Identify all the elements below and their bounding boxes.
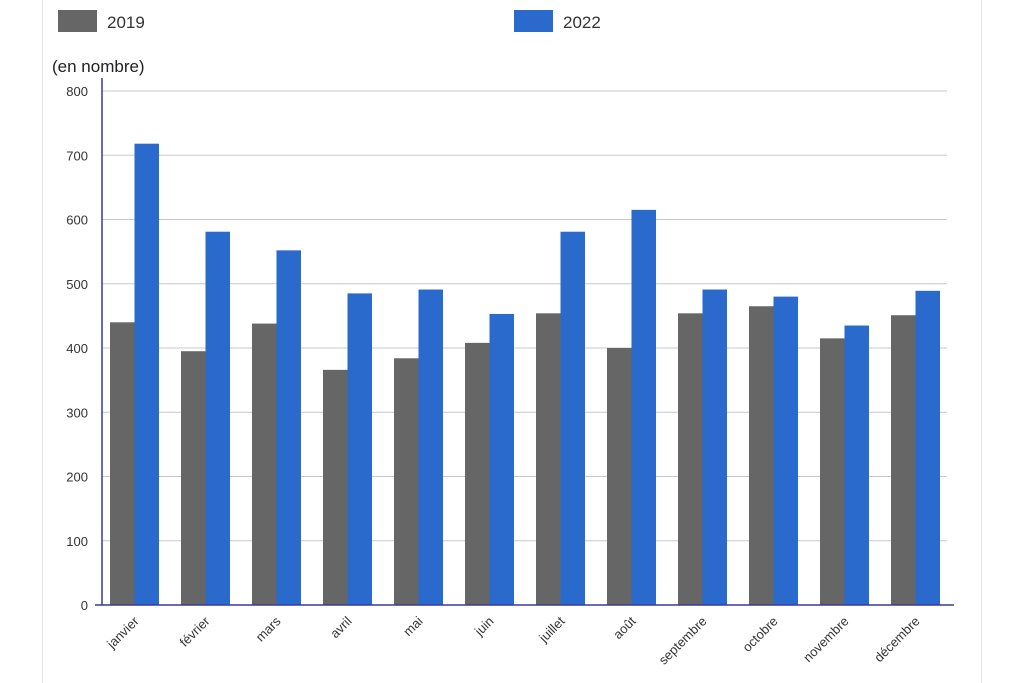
- x-tick-label-février: février: [176, 613, 213, 650]
- x-tick-label-janvier: janvier: [103, 613, 142, 652]
- y-tick-label-100: 100: [66, 534, 88, 549]
- y-unit-label: (en nombre): [52, 57, 145, 76]
- y-tick-label-200: 200: [66, 470, 88, 485]
- y-tick-labels: 0 100 200 300 400 500 600 700 800: [66, 84, 88, 613]
- bar-2022-septembre: [702, 289, 727, 605]
- bar-2022-avril: [347, 293, 372, 605]
- gridlines: [102, 90, 947, 542]
- x-tick-label-juin: juin: [471, 614, 497, 640]
- bar-2022-décembre: [915, 290, 940, 605]
- legend-swatch-2022: [514, 10, 553, 32]
- legend: 2019 2022: [58, 10, 601, 32]
- bar-2022-mars: [276, 250, 301, 605]
- x-tick-label-novembre: novembre: [800, 614, 851, 665]
- bar-2022-juin: [489, 313, 514, 605]
- bar-2019-juillet: [536, 313, 561, 605]
- bar-2022-août: [631, 209, 656, 606]
- x-tick-label-septembre: septembre: [656, 614, 710, 668]
- x-tick-label-octobre: octobre: [739, 614, 780, 655]
- bar-2019-février: [181, 351, 206, 605]
- bar-2019-juin: [465, 342, 490, 605]
- bars: [110, 143, 940, 606]
- axes: [95, 78, 954, 606]
- y-tick-label-0: 0: [81, 598, 88, 613]
- x-tick-label-mai: mai: [400, 613, 425, 638]
- bar-2022-octobre: [773, 296, 798, 605]
- bar-2019-mai: [394, 358, 419, 605]
- bar-2022-juillet: [560, 231, 585, 605]
- x-tick-labels: janvier février mars avril mai juin juillet aoû…: [103, 613, 922, 668]
- bar-2022-janvier: [134, 143, 159, 605]
- y-tick-label-700: 700: [66, 148, 88, 163]
- bar-2019-octobre: [749, 306, 774, 605]
- x-tick-label-juillet: juillet: [535, 613, 568, 646]
- bar-2019-janvier: [110, 322, 135, 605]
- x-tick-label-mars: mars: [253, 613, 284, 644]
- x-tick-label-avril: avril: [327, 613, 355, 641]
- legend-label-2019: 2019: [107, 13, 145, 32]
- y-tick-label-300: 300: [66, 405, 88, 420]
- bar-2022-février: [205, 231, 230, 605]
- bar-2022-novembre: [844, 325, 869, 605]
- y-tick-label-600: 600: [66, 213, 88, 228]
- bar-2019-novembre: [820, 338, 845, 605]
- bar-2019-septembre: [678, 313, 703, 605]
- bar-2019-avril: [323, 369, 348, 605]
- y-tick-label-800: 800: [66, 84, 88, 99]
- y-tick-label-500: 500: [66, 277, 88, 292]
- x-tick-label-décembre: décembre: [871, 614, 922, 665]
- bar-2022-mai: [418, 289, 443, 605]
- legend-swatch-2019: [58, 10, 97, 32]
- x-tick-label-août: août: [610, 613, 639, 642]
- y-tick-label-400: 400: [66, 341, 88, 356]
- bar-2019-décembre: [891, 315, 916, 605]
- bar-2019-août: [607, 348, 632, 605]
- bar-2019-mars: [252, 323, 277, 605]
- legend-label-2022: 2022: [563, 13, 601, 32]
